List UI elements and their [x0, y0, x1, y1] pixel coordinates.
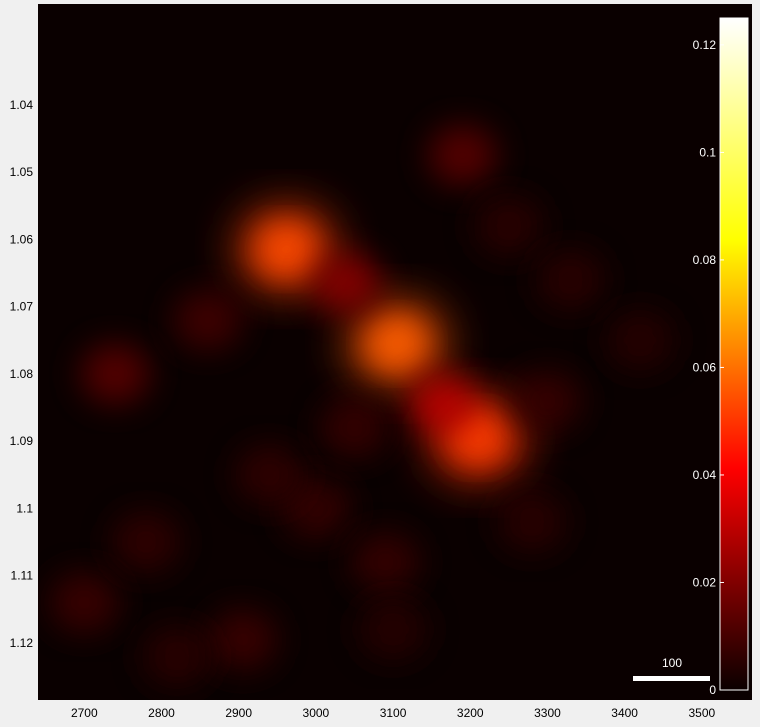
heat-spot-10	[208, 609, 277, 670]
heat-spot-19	[142, 626, 211, 687]
x-tick-label: 3000	[303, 706, 330, 720]
heat-core-0	[261, 227, 312, 272]
colorbar-tick-label: 0.04	[693, 468, 717, 482]
heat-spot-16	[606, 310, 675, 371]
heat-spot-9	[50, 572, 119, 633]
colorbar-ticks: 0 0.02 0.04 0.06 0.08 0.1 0.12	[693, 38, 724, 697]
colorbar-tick-label: 0.02	[693, 575, 717, 589]
x-axis: 2700 2800 2900 3000 3100 3200 3300 3400 3500	[71, 706, 716, 720]
y-tick-label: 1.04	[10, 98, 34, 112]
heat-spot-20	[359, 599, 428, 660]
heat-spot-15	[536, 249, 605, 310]
y-tick-label: 1.09	[10, 434, 34, 448]
scale-bar-label: 100	[662, 656, 682, 670]
heat-spot-14	[474, 195, 543, 256]
y-tick-label: 1.05	[10, 165, 34, 179]
x-tick-label: 3300	[534, 706, 561, 720]
heat-spot-5	[428, 125, 497, 186]
x-tick-label: 3500	[688, 706, 715, 720]
heat-spot-12	[351, 532, 420, 593]
colorbar-tick-label: 0	[709, 683, 716, 697]
colorbar	[719, 17, 749, 691]
heat-spot-6	[81, 343, 150, 404]
x-tick-label: 2700	[71, 706, 98, 720]
y-axis: 1.04 1.05 1.06 1.07 1.08 1.09 1.1 1.11 1.12	[10, 98, 34, 650]
heat-spot-13	[112, 511, 181, 572]
y-tick-label: 1.12	[10, 636, 34, 650]
heat-spot-17	[498, 491, 567, 552]
heat-spot-7	[173, 290, 242, 351]
heat-spot-21	[320, 397, 389, 458]
heat-spot-4	[312, 253, 381, 314]
x-tick-label: 2900	[225, 706, 252, 720]
y-tick-label: 1.06	[10, 232, 34, 246]
colorbar-tick-label: 0.12	[693, 38, 717, 52]
scale-bar	[633, 676, 710, 681]
heat-spot-3	[409, 374, 478, 435]
x-tick-label: 3100	[380, 706, 407, 720]
heat-spot-18	[235, 444, 304, 505]
colorbar-tick-label: 0.06	[693, 360, 717, 374]
colorbar-tick-label: 0.08	[693, 253, 717, 267]
heat-core-1	[371, 321, 423, 366]
colorbar-tick-label: 0.1	[699, 145, 716, 159]
y-tick-label: 1.11	[11, 569, 34, 583]
x-tick-label: 3400	[611, 706, 638, 720]
y-tick-label: 1.08	[10, 367, 34, 381]
x-tick-label: 3200	[457, 706, 484, 720]
heat-layer	[50, 125, 675, 687]
heat-spot-8	[513, 370, 582, 431]
y-tick-label: 1.07	[10, 300, 34, 314]
x-tick-label: 2800	[148, 706, 175, 720]
heat-spot-11	[281, 478, 350, 539]
y-tick-label: 1.1	[16, 501, 33, 515]
